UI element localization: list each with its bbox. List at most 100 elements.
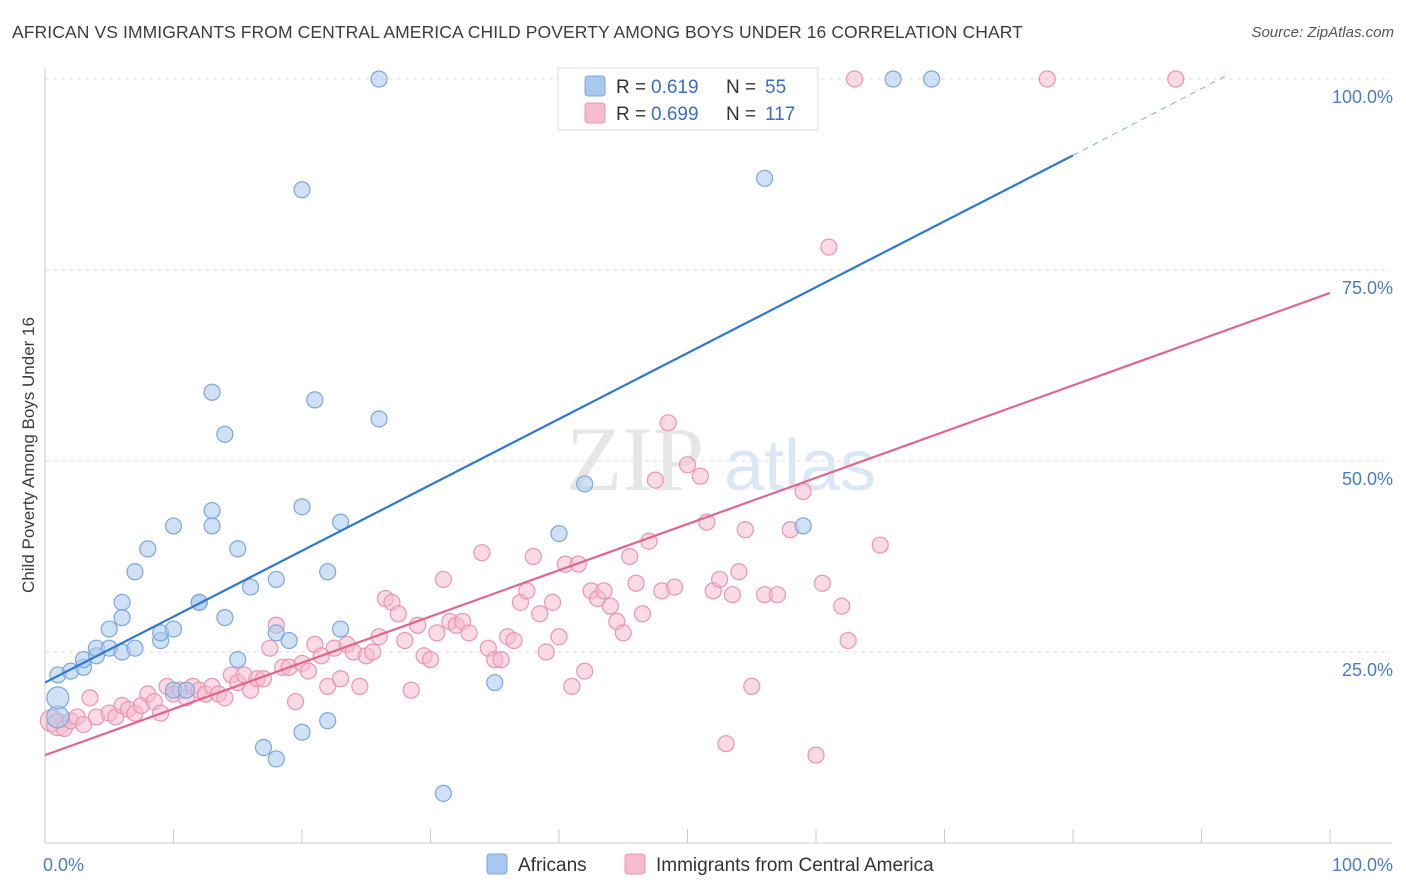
africans-point-14	[126, 563, 144, 581]
africans-point-43	[331, 620, 350, 638]
africans-point-26	[203, 517, 221, 535]
immigrants-point-59	[428, 624, 446, 642]
immigrants-point-33	[261, 639, 279, 657]
y-axis-title: Child Poverty Among Boys Under 16	[19, 317, 38, 593]
legend-n-value-immigrants: 117	[765, 104, 795, 125]
africans-point-20	[164, 517, 183, 535]
africans-point-54	[923, 70, 941, 88]
africans-point-51	[755, 169, 774, 187]
africans-point-39	[293, 181, 311, 199]
africans-point-1	[46, 686, 70, 710]
immigrants-point-109	[794, 482, 812, 501]
africans-point-13	[126, 639, 144, 657]
africans-point-11	[113, 593, 131, 611]
africans-point-48	[486, 673, 504, 692]
immigrants-point-96	[678, 456, 697, 474]
y-tick-label-1: 50.0%	[1342, 469, 1393, 489]
immigrants-point-101	[717, 735, 735, 753]
y-tick-label-2: 75.0%	[1342, 278, 1393, 298]
legend-n-label-immigrants: N =	[726, 104, 756, 125]
immigrants-point-81	[576, 662, 594, 680]
africans-point-46	[370, 410, 388, 428]
africans-point-10	[100, 620, 118, 638]
africans-point-21	[177, 681, 195, 699]
bottom-legend-swatch-africans	[486, 853, 508, 875]
immigrants-point-88	[621, 547, 639, 566]
chart-title: AFRICAN VS IMMIGRANTS FROM CENTRAL AMERI…	[12, 22, 1023, 42]
immigrants-point-87	[614, 624, 632, 642]
africans-point-15	[139, 540, 157, 558]
immigrants-point-111	[813, 574, 832, 592]
immigrants-point-37	[286, 693, 305, 711]
africans-point-19	[164, 620, 183, 638]
legend-swatch-immigrants	[584, 102, 606, 124]
immigrants-point-110	[807, 746, 825, 764]
immigrants-point-47	[351, 677, 369, 695]
immigrants-point-44	[331, 670, 350, 688]
legend-r-value-africans: 0.619	[651, 77, 699, 98]
bottom-legend-africans: Africans	[518, 855, 587, 876]
immigrants-point-74	[531, 605, 549, 623]
africans-point-42	[319, 712, 337, 730]
immigrants-point-54	[396, 631, 414, 650]
africans-point-47	[434, 784, 452, 802]
bottom-legend-immigrants: Immigrants from Central America	[656, 855, 934, 876]
africans-point-45	[370, 70, 388, 88]
y-tick-label-3: 100.0%	[1332, 87, 1393, 107]
y-tick-label-0: 25.0%	[1342, 660, 1393, 680]
immigrants-point-118	[1167, 70, 1185, 88]
immigrants-point-114	[839, 631, 857, 650]
immigrants-point-65	[473, 544, 491, 562]
immigrants-point-42	[319, 677, 337, 695]
immigrants-point-90	[633, 605, 652, 623]
legend-r-value-immigrants: 0.699	[651, 104, 699, 125]
immigrants-point-107	[768, 586, 787, 604]
immigrants-point-84	[595, 582, 613, 600]
africans-point-50	[576, 475, 594, 493]
watermark: ZIP atlas	[566, 408, 876, 510]
immigrants-point-97	[691, 467, 709, 485]
africans-point-27	[216, 425, 234, 443]
immigrants-point-79	[563, 677, 581, 695]
immigrants-point-68	[492, 651, 510, 669]
legend-r-label-immigrants: R =	[616, 104, 646, 125]
africans-point-36	[280, 631, 298, 650]
africans-trend-extension	[1072, 74, 1228, 156]
immigrants-point-92	[646, 471, 664, 489]
immigrants-point-39	[299, 662, 318, 680]
grid-lines	[45, 78, 1390, 653]
immigrants-point-105	[743, 677, 761, 695]
legend-swatch-africans	[584, 75, 606, 97]
immigrants-point-104	[736, 521, 754, 539]
bottom-legend: Africans Immigrants from Central America	[486, 853, 934, 876]
africans-point-53	[884, 70, 902, 88]
immigrants-point-94	[659, 414, 677, 432]
africans-point-33	[267, 750, 285, 768]
immigrants-point-53	[389, 605, 407, 623]
immigrants-point-58	[421, 651, 440, 669]
immigrants-point-64	[460, 624, 478, 642]
africans-point-38	[293, 498, 311, 516]
africans-point-31	[242, 578, 260, 596]
africans-point-29	[229, 651, 247, 669]
legend: R = 0.619 N = 55 R = 0.699 N = 117	[557, 67, 819, 131]
africans-point-41	[319, 563, 337, 581]
africans-point-52	[794, 517, 812, 535]
immigrants-point-75	[537, 643, 555, 661]
immigrants-point-5	[74, 715, 93, 734]
africans-point-30	[229, 540, 247, 558]
immigrants-point-56	[409, 616, 427, 634]
bottom-legend-swatch-immigrants	[624, 853, 646, 875]
x-tick-label-0: 0.0%	[43, 855, 84, 875]
immigrants-point-70	[505, 631, 523, 650]
watermark-zip: ZIP	[566, 408, 704, 510]
chart-source: Source: ZipAtlas.com	[1251, 24, 1394, 41]
immigrants-point-85	[601, 597, 620, 615]
immigrants-point-73	[524, 547, 542, 566]
immigrants-point-112	[820, 238, 838, 256]
immigrants-point-113	[833, 597, 851, 615]
africans-trend-line	[44, 154, 1074, 684]
immigrants-point-76	[543, 593, 562, 611]
x-tick-label-1: 100.0%	[1332, 855, 1393, 875]
africans-point-28	[216, 609, 234, 627]
